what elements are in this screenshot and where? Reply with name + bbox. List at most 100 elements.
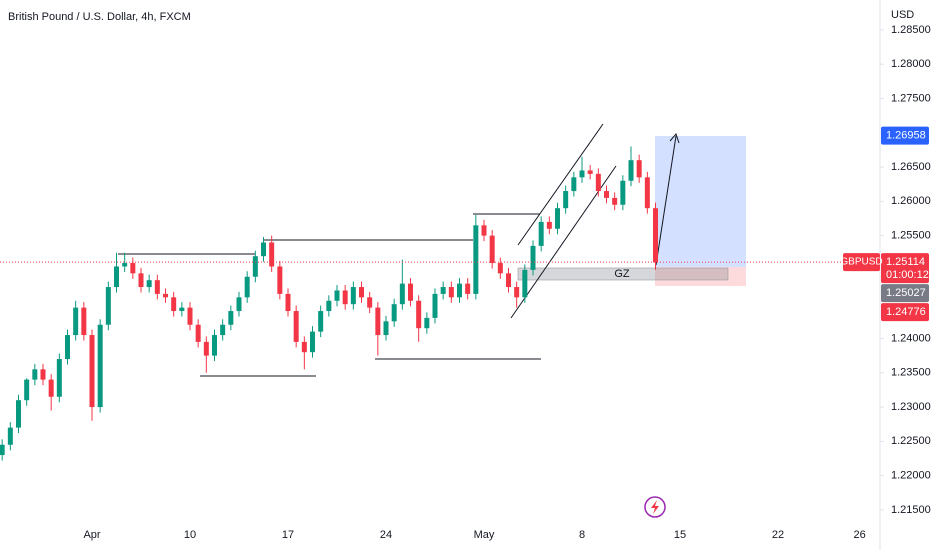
candle-body [653, 208, 659, 263]
y-tick-label: 1.25500 [891, 230, 931, 242]
candle-body [326, 300, 332, 312]
x-tick-label: 15 [674, 529, 686, 541]
candle-body [473, 225, 479, 294]
price-badge [881, 303, 929, 322]
candle-body [440, 287, 446, 294]
candle-body [203, 341, 209, 356]
candle-body [130, 263, 136, 274]
candle-body [212, 335, 218, 356]
candle-body [383, 321, 389, 336]
candle-body [391, 304, 397, 322]
zone-label: GZ [614, 268, 630, 280]
candle-body [408, 283, 414, 301]
candle-body [252, 256, 258, 277]
candle-body [24, 379, 30, 401]
y-tick-label: 1.21500 [891, 504, 931, 516]
candle-body [489, 235, 495, 264]
x-tick-label: 8 [579, 529, 585, 541]
chart-title: British Pound / U.S. Dollar, 4h, FXCM [8, 11, 191, 23]
candle-body [114, 266, 120, 288]
y-tick-label: 1.22000 [891, 470, 931, 482]
countdown-label: 01:00:12 [886, 269, 929, 281]
candle-body [538, 221, 544, 246]
x-tick-label: 26 [854, 529, 866, 541]
candle-body [97, 324, 103, 408]
candle-body [163, 293, 169, 298]
price-badge-label: 1.26958 [886, 130, 926, 142]
candle-body [285, 293, 291, 312]
y-tick-label: 1.28500 [891, 24, 931, 36]
candle-body [530, 245, 536, 270]
price-badge-label: 1.24776 [886, 306, 926, 318]
candle-body [522, 269, 528, 298]
x-tick-label: 10 [184, 529, 196, 541]
x-tick-label: 22 [772, 529, 784, 541]
channel-line [517, 123, 604, 246]
target-box [655, 136, 746, 267]
candle-body [138, 273, 144, 288]
candle-body [563, 191, 569, 209]
y-tick-label: 1.28000 [891, 58, 931, 70]
candle-body [56, 359, 62, 397]
candle-body [506, 273, 512, 288]
candle-body [432, 293, 438, 318]
arrow-head [669, 133, 680, 144]
candle-body [236, 297, 242, 312]
candle-body [146, 280, 152, 288]
candle-body [375, 307, 381, 336]
price-badge-label: 1.25114 [886, 256, 925, 268]
y-tick-label: 1.27500 [891, 92, 931, 104]
candle-body [301, 341, 307, 353]
candle-body [40, 369, 46, 380]
candle-body [261, 242, 267, 257]
x-tick-label: Apr [83, 529, 100, 541]
candle-body [579, 170, 585, 178]
candle-body [604, 191, 610, 198]
y-tick-label: 1.23500 [891, 367, 931, 379]
candle-body [277, 266, 283, 294]
candle-body [7, 427, 13, 445]
y-tick-label: 1.26000 [891, 195, 931, 207]
candle-body [48, 379, 54, 397]
candle-body [65, 335, 71, 360]
candle-body [514, 287, 520, 298]
candle-body [465, 283, 471, 294]
candle-body [310, 331, 316, 353]
candle-body [636, 160, 642, 178]
y-tick-label: 1.24000 [891, 332, 931, 344]
symbol-label: GBPUSD [840, 257, 882, 268]
candle-body [318, 311, 324, 332]
candle-body [179, 307, 185, 312]
candle-body [644, 177, 650, 209]
price-badge [881, 126, 929, 145]
candle-body [195, 324, 201, 342]
candle-body [16, 400, 22, 428]
event-bolt [651, 500, 659, 514]
stop-box [655, 267, 746, 286]
candle-body [154, 280, 160, 294]
candle-body [350, 287, 356, 305]
arrow-line [655, 135, 677, 266]
candle-body [595, 173, 601, 192]
candle-body [228, 311, 234, 325]
x-tick-label: 17 [282, 529, 294, 541]
candle-body [399, 283, 405, 305]
candle-body [293, 311, 299, 342]
y-tick-label: 1.26500 [891, 161, 931, 173]
candle-body [0, 444, 5, 456]
x-tick-label: May [474, 529, 495, 541]
symbol-badge [843, 253, 880, 272]
candle-body [342, 290, 348, 305]
candle-body [620, 180, 626, 205]
candle-body [587, 170, 593, 174]
candle-body [89, 335, 95, 408]
candle-body [555, 208, 561, 229]
candle-body [497, 263, 503, 274]
y-unit: USD [891, 9, 914, 21]
candle-body [359, 287, 365, 298]
y-tick-label: 1.22500 [891, 435, 931, 447]
candle-body [612, 197, 618, 205]
